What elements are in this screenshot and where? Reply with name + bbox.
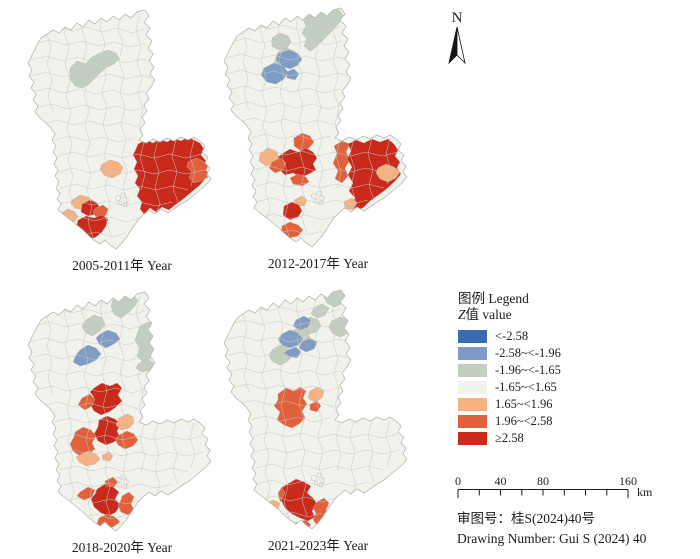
legend-subtitle-cn: 值 [465,307,480,322]
legend-label: ≥2.58 [495,431,524,445]
scale-tick-label: 0 [455,474,461,488]
county-region-hotspot [307,386,325,403]
legend-swatch [458,415,487,428]
legend-title-en: Legend [488,291,529,306]
legend-row: -2.58~<-1.96 [458,345,561,362]
county-region-hotspot [99,159,124,179]
scale-tick-label: 160 [619,474,637,488]
county-region-coldspot [81,314,106,337]
legend-subtitle: Z值 value [458,307,561,323]
legend-label: <-2.58 [495,329,529,343]
county-region-coldspot [271,32,292,51]
legend-subtitle-z: Z [458,307,466,322]
map-panel-2012-2017: 2012-2017年 Year [218,2,418,274]
county-region-hotspot [75,450,101,467]
legend-swatch [458,347,487,360]
scale-unit-label: km [637,485,653,499]
map-caption: 2018-2020年 Year [71,540,173,555]
county-region-coldspot [69,49,120,89]
county-region-hotspot [282,201,303,221]
scale-tick-label: 80 [537,474,549,488]
scale-bar: 0 40 80 160 km [452,474,668,509]
legend-title-cn: 图例 [458,291,485,306]
drawing-number-en: Drawing Number: Gui S (2024) 40 [457,530,647,546]
county-region-hotspot [346,138,402,212]
legend-subtitle-en: value [482,307,512,322]
choropleth-map-2012-2017 [223,7,408,248]
north-label: N [451,10,463,26]
county-region-hotspot [69,426,97,457]
choropleth-map-2018-2020 [27,291,212,532]
legend-swatch [458,330,487,343]
county-region-coldspot [292,315,312,331]
county-region-hotspot [76,486,96,501]
choropleth-map-2005-2011 [27,9,212,250]
county-region-hotspot [132,136,209,215]
county-region-coldspot [72,344,102,367]
scale-bar-graphic: 0 40 80 160 km [455,474,653,499]
county-region-hotspot [104,476,119,488]
map-panel-2018-2020: 2018-2020年 Year [22,286,222,558]
county-region-coldspot [298,337,318,353]
county-region-hotspot [101,451,114,462]
county-region-hotspot [114,430,139,450]
north-arrow-icon [448,26,466,65]
county-region-hotspot [273,386,308,429]
legend-label: 1.96~<2.58 [495,414,553,428]
legend-swatch [458,364,487,377]
map-panel-2021-2023: 2021-2023年 Year [218,284,418,556]
county-region-hotspot [375,163,401,183]
legend: 图例 Legend Z值 value <-2.58 -2.58~<-1.96 -… [458,291,561,447]
legend-title: 图例 Legend [458,291,561,307]
legend-label: 1.65~<1.96 [495,397,553,411]
legend-row: -1.65~<1.65 [458,379,561,396]
province-base [28,292,211,531]
legend-row: -1.96~<-1.65 [458,362,561,379]
legend-swatch [458,432,487,445]
county-region-hotspot [293,132,315,152]
legend-label: -1.65~<1.65 [495,380,557,394]
county-region-coldspot [283,346,302,359]
legend-swatch [458,398,487,411]
legend-row: 1.65~<1.96 [458,396,561,413]
legend-label: -1.96~<-1.65 [495,363,561,377]
county-region-hotspot [309,400,322,413]
county-region-coldspot [301,8,345,52]
county-region-coldspot [310,303,330,319]
legend-label: -2.58~<-1.96 [495,346,561,360]
province-base [28,10,211,249]
map-caption: 2005-2011年 Year [72,258,172,273]
county-region-hotspot [262,499,281,513]
drawing-number-cn: 审图号：桂S(2024)40号 [457,511,595,526]
scale-tick-label: 40 [495,474,507,488]
county-region-coldspot [95,329,121,349]
legend-row: <-2.58 [458,328,561,345]
county-region-coldspot [260,62,289,85]
legend-swatch [458,381,487,394]
county-region-coldspot [285,68,300,81]
map-caption: 2012-2017年 Year [267,256,369,271]
choropleth-map-2021-2023 [223,289,408,530]
map-caption: 2021-2023年 Year [267,538,369,553]
map-panel-2005-2011: 2005-2011年 Year [22,4,222,276]
legend-row: ≥2.58 [458,430,561,447]
county-region-hotspot [186,157,209,184]
drawing-number: 审图号：桂S(2024)40号 Drawing Number: Gui S (2… [457,509,646,548]
north-arrow: N [444,10,470,71]
legend-row: 1.96~<2.58 [458,413,561,430]
